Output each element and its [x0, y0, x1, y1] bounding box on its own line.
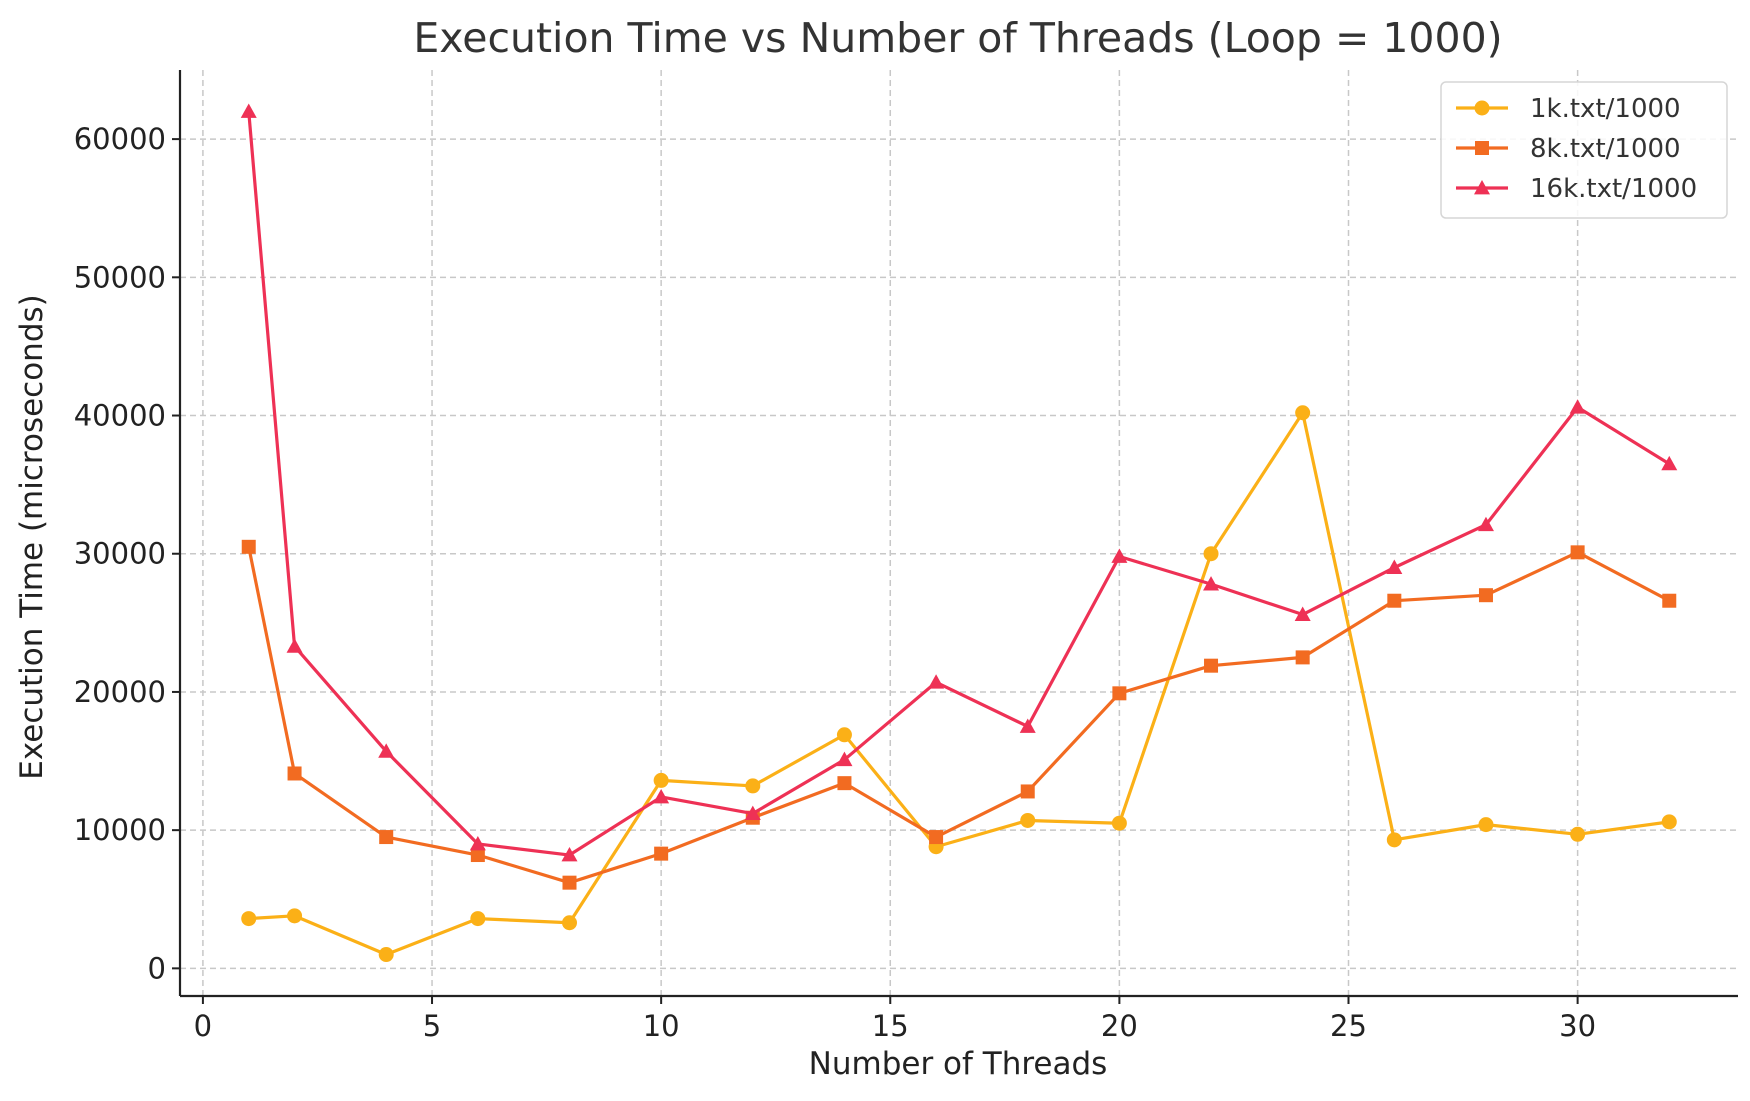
- legend-marker: [1475, 141, 1489, 155]
- chart-title: Execution Time vs Number of Threads (Loo…: [413, 14, 1502, 62]
- y-tick-label: 0: [148, 951, 166, 985]
- data-point: [1662, 593, 1677, 608]
- data-point: [378, 743, 395, 758]
- data-point: [287, 766, 302, 781]
- data-point: [1569, 399, 1586, 414]
- legend-item: 16k.txt/1000: [1456, 174, 1697, 204]
- data-point: [654, 846, 669, 861]
- x-tick-label: 10: [643, 1009, 680, 1043]
- data-point: [1387, 593, 1402, 608]
- y-axis-label: Execution Time (microseconds): [14, 294, 50, 779]
- data-point: [1111, 548, 1128, 563]
- data-point: [836, 751, 853, 767]
- data-point: [470, 848, 485, 863]
- legend-item: 1k.txt/1000: [1456, 94, 1681, 124]
- x-tick-label: 15: [872, 1009, 909, 1043]
- data-point: [744, 805, 761, 820]
- data-point: [378, 947, 394, 963]
- data-point: [286, 638, 303, 653]
- data-point: [1478, 817, 1494, 833]
- data-point: [240, 103, 257, 118]
- data-point: [1111, 815, 1127, 831]
- data-point: [470, 911, 486, 927]
- series-line: [247, 545, 1671, 885]
- x-tick-label: 0: [194, 1009, 212, 1043]
- data-point: [1477, 516, 1494, 532]
- data-point: [562, 915, 577, 931]
- y-tick-label: 30000: [74, 537, 166, 571]
- series-layer: [240, 103, 1678, 963]
- data-point: [745, 778, 761, 794]
- data-point: [1295, 405, 1311, 421]
- data-point: [469, 835, 486, 851]
- data-point: [561, 847, 578, 862]
- data-point: [562, 875, 577, 890]
- data-point: [653, 772, 669, 788]
- data-point: [653, 788, 670, 804]
- data-point: [241, 911, 257, 927]
- x-tick-label: 30: [1559, 1009, 1596, 1043]
- data-point: [1203, 546, 1219, 562]
- data-point: [1570, 545, 1585, 560]
- ticks-layer: 0 5 10 15 20 25 30 0 10000 20000 30000 40000 50000 60…: [74, 122, 1596, 1043]
- y-tick-label: 10000: [74, 813, 166, 847]
- data-point: [1020, 784, 1035, 799]
- legend-label: 1k.txt/1000: [1530, 94, 1681, 124]
- legend-item: 8k.txt/1000: [1456, 134, 1681, 164]
- data-point: [1204, 658, 1219, 673]
- data-point: [1112, 686, 1127, 701]
- axes-layer: [178, 70, 1738, 998]
- data-point: [1386, 559, 1403, 574]
- y-tick-label: 40000: [74, 399, 166, 433]
- legend: 1k.txt/1000 8k.txt/1000 16k.txt/1000: [1440, 81, 1728, 219]
- x-axis-label: Number of Threads: [809, 1046, 1108, 1082]
- data-point: [1295, 650, 1310, 665]
- legend-label: 8k.txt/1000: [1530, 134, 1681, 164]
- legend-marker: [1474, 100, 1490, 116]
- data-point: [929, 830, 944, 845]
- data-point: [1203, 576, 1220, 591]
- data-point: [287, 908, 303, 924]
- x-tick-label: 20: [1101, 1009, 1138, 1043]
- data-point: [1661, 814, 1677, 830]
- series-3: [240, 103, 1678, 862]
- data-point: [1294, 606, 1311, 621]
- grid-layer: [180, 70, 1738, 996]
- data-point: [1386, 832, 1402, 848]
- series-line: [247, 411, 1671, 957]
- data-point: [1020, 812, 1036, 828]
- series-line: [247, 109, 1671, 857]
- legend-items: 1k.txt/1000 8k.txt/1000 16k.txt/1000: [1456, 94, 1697, 204]
- data-point: [1661, 455, 1678, 471]
- data-point: [1570, 826, 1586, 842]
- data-point: [836, 727, 852, 743]
- x-tick-label: 25: [1330, 1009, 1367, 1043]
- data-point: [241, 539, 256, 554]
- data-point: [928, 674, 945, 689]
- series-1: [241, 405, 1677, 963]
- legend-label: 16k.txt/1000: [1530, 174, 1697, 204]
- data-point: [837, 776, 852, 791]
- series-2: [241, 539, 1677, 890]
- data-point: [1019, 718, 1036, 733]
- data-point: [1478, 588, 1493, 603]
- data-point: [379, 830, 394, 845]
- legend-marker: [1474, 180, 1490, 195]
- legend-box: [1440, 81, 1728, 219]
- x-tick-label: 5: [423, 1009, 441, 1043]
- y-tick-label: 20000: [74, 675, 166, 709]
- y-tick-label: 60000: [74, 122, 166, 156]
- y-tick-label: 50000: [74, 260, 166, 294]
